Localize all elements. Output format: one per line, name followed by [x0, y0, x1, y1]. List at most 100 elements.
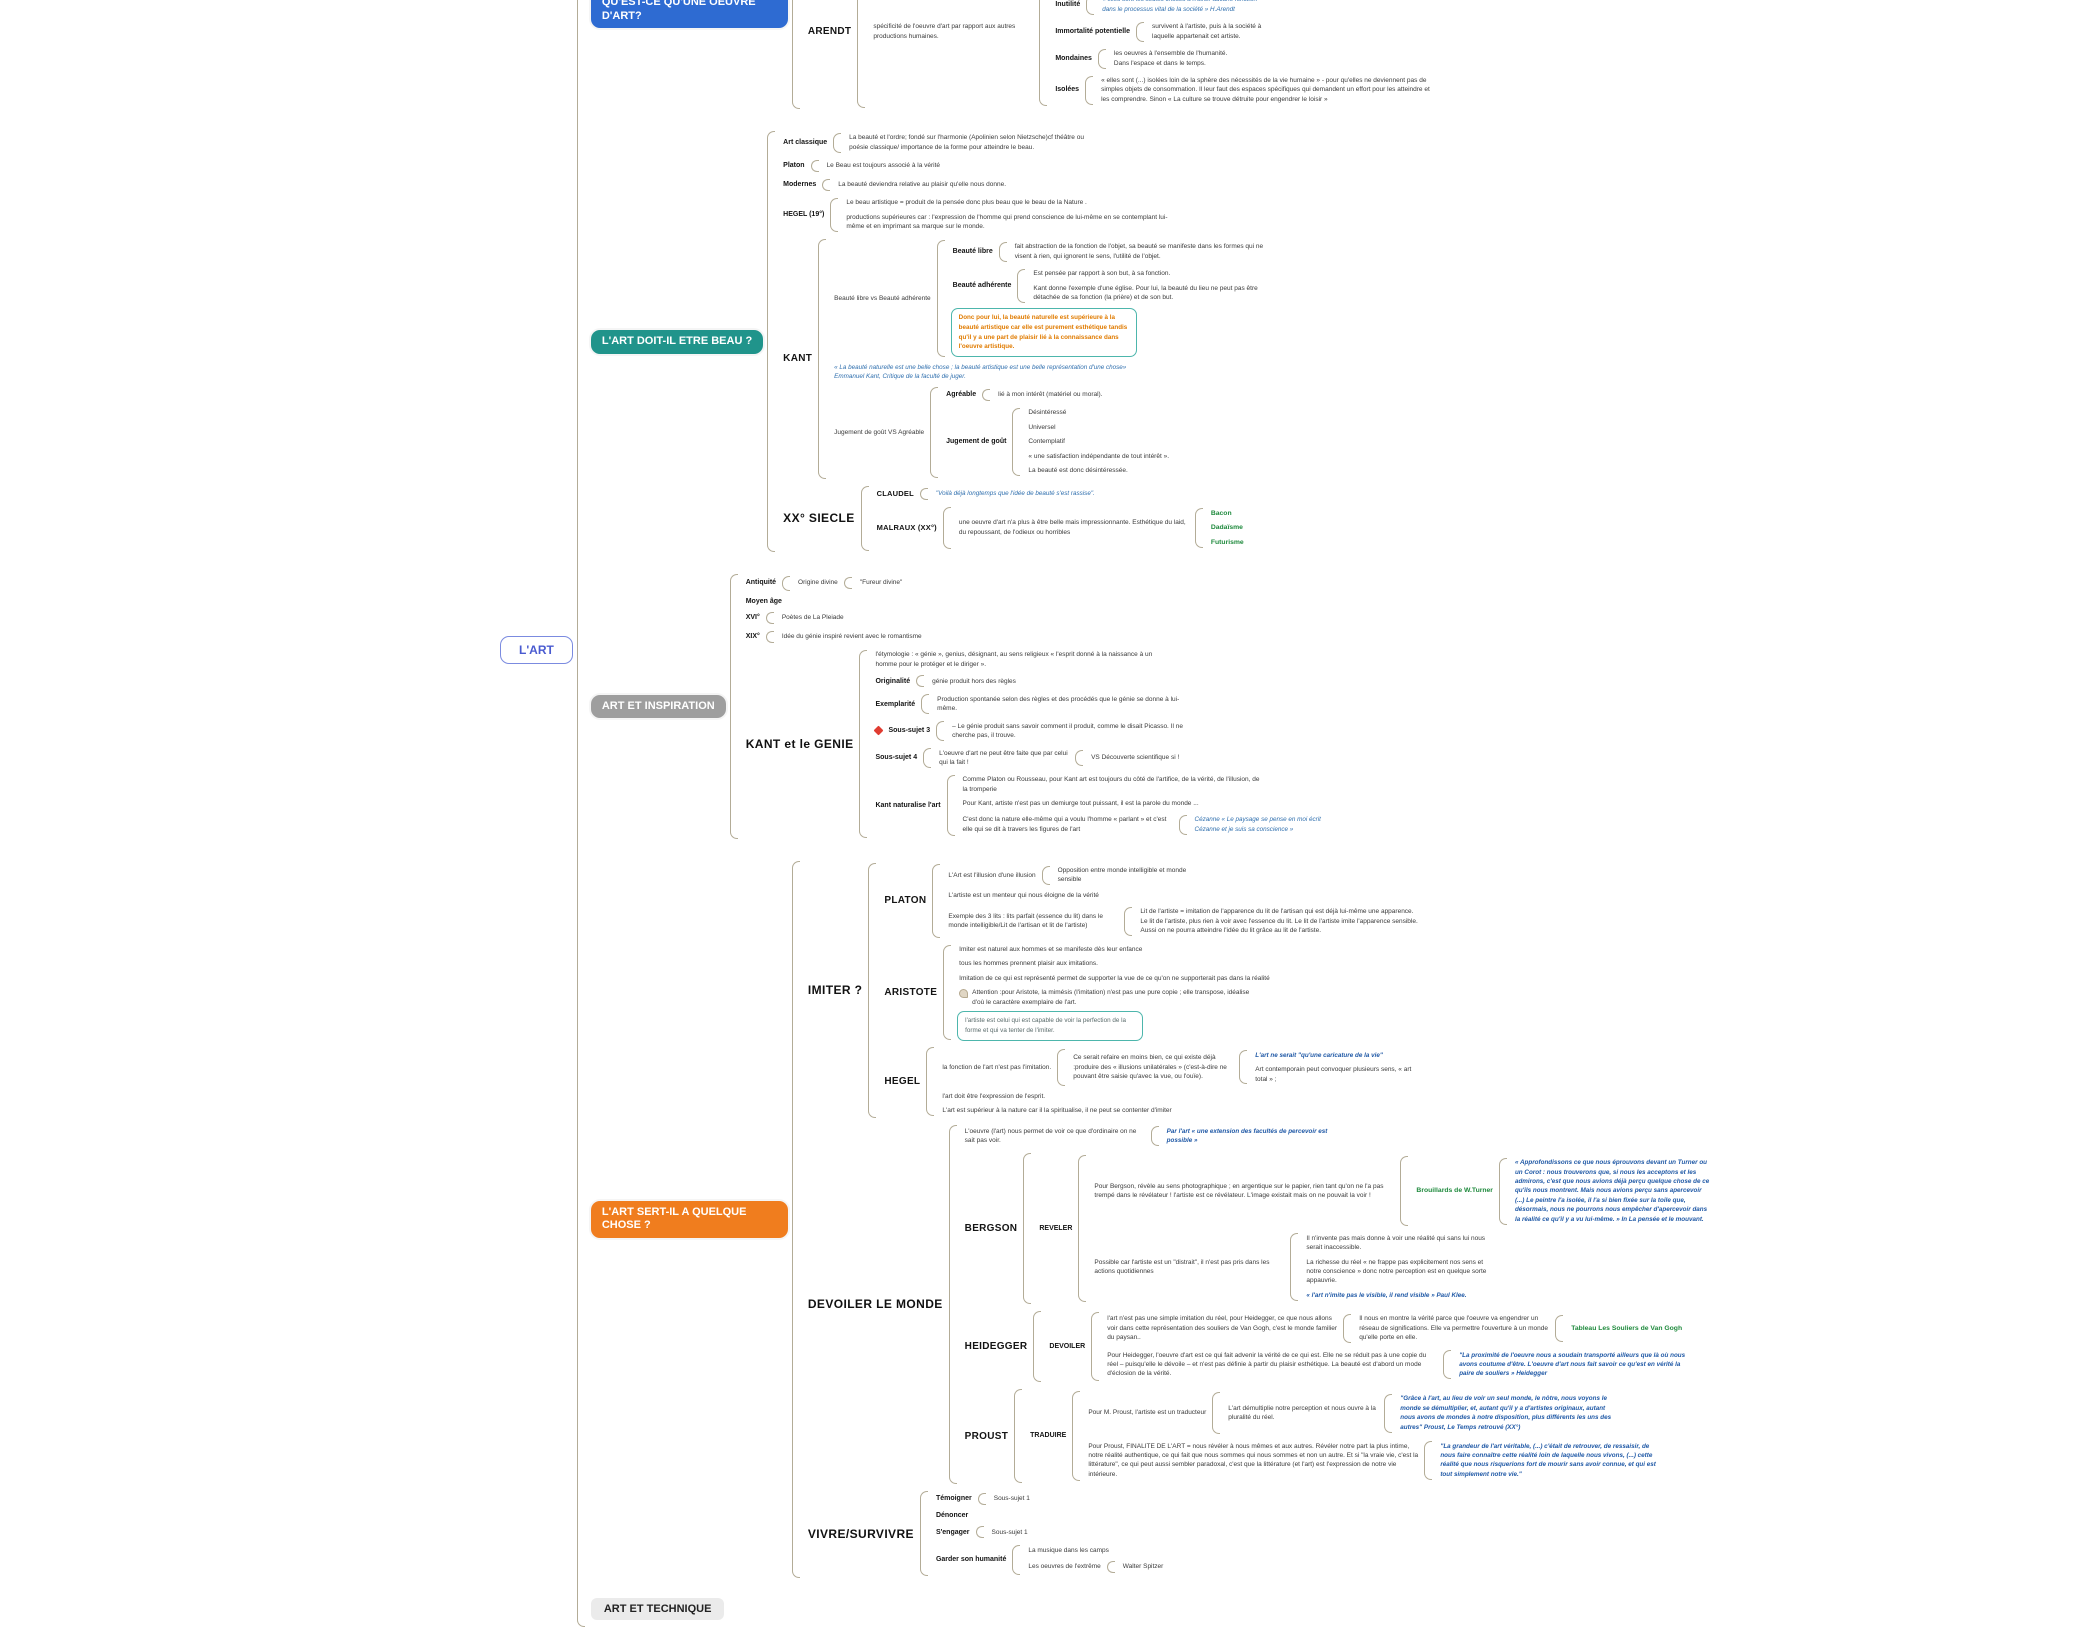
node-la-beaut-naturelle-est-une-belle-chose-l[interactable]: « La beauté naturelle est une belle chos… — [832, 362, 1156, 383]
node-une-satisfaction-ind-pendante-de-tout-in[interactable]: « une satisfaction indépendante de tout … — [1026, 451, 1171, 462]
node-l-art-est-l-illusion-d-une-illusion[interactable]: L'Art est l'illusion d'une illusion — [946, 870, 1037, 881]
node-est-pens-e-par-rapport-son-but-sa-foncti[interactable]: Est pensée par rapport à son but, à sa f… — [1031, 268, 1172, 279]
node-exemple-des-3-lits-lits-parfait-essence-[interactable]: Exemple des 3 lits : lits parfait (essen… — [946, 911, 1120, 932]
node-g-nie-produit-hors-des-r-gles[interactable]: génie produit hors des règles — [930, 676, 1018, 687]
node-imiter[interactable]: IMITER ? — [806, 982, 865, 998]
node-tableau-les-souliers-de-van-gogh[interactable]: Tableau Les Souliers de Van Gogh — [1569, 1323, 1684, 1335]
node-les-oeuvres-l-ensemble-de-l-humanit-dans[interactable]: les oeuvres à l'ensemble de l'humanité. … — [1112, 48, 1246, 69]
node-l-art-doit-tre-l-expression-de-l-esprit[interactable]: l'art doit être l'expression de l'esprit… — [940, 1091, 1047, 1102]
node-vs-d-couverte-scientifique-si[interactable]: VS Découverte scientifique si ! — [1089, 752, 1181, 763]
node-l-art-n-est-pas-une-simple-imitation-du-[interactable]: l'art n'est pas une simple imitation du … — [1105, 1313, 1339, 1343]
topic-art-et-inspiration[interactable]: ART ET INSPIRATION — [590, 694, 726, 719]
node-heidegger[interactable]: HEIDEGGER — [963, 1340, 1030, 1353]
node-antiquit[interactable]: Antiquité — [744, 577, 778, 588]
node-comme-platon-ou-rousseau-pour-kant-art-e[interactable]: Comme Platon ou Rousseau, pour Kant art … — [961, 774, 1265, 795]
node-d-noncer[interactable]: Dénoncer — [934, 1510, 970, 1521]
node-c-est-donc-la-nature-elle-m-me-qui-a-vou[interactable]: C'est donc la nature elle-même qui a vou… — [961, 814, 1175, 835]
node-art-classique[interactable]: Art classique — [781, 137, 829, 148]
topic-art-et-technique[interactable]: ART ET TECHNIQUE — [590, 1597, 725, 1620]
node-claudel[interactable]: CLAUDEL — [875, 488, 916, 499]
node-la-grandeur-de-l-art-v-ritable-c-tait-de[interactable]: "La grandeur de l'art véritable, (...) c… — [1438, 1441, 1662, 1481]
node-reveler[interactable]: REVELER — [1037, 1223, 1074, 1234]
node-la-beaut-est-donc-d-sint-ress-e[interactable]: La beauté est donc désintéressée. — [1026, 465, 1129, 476]
node-brouillards-de-w-turner[interactable]: Brouillards de W.Turner — [1414, 1185, 1495, 1197]
node-proust[interactable]: PROUST — [963, 1430, 1010, 1443]
node-la-proximit-de-l-oeuvre-nous-a-soudain-t[interactable]: "La proximité de l'oeuvre nous a soudain… — [1457, 1350, 1691, 1380]
node-malraux-xx[interactable]: MALRAUX (XX°) — [875, 522, 939, 533]
node-beaut-libre[interactable]: Beauté libre — [951, 246, 995, 257]
node-elles-sont-les-seules-choses-n-avoir-auc[interactable]: « elles sont les seules choses à n'avoir… — [1100, 0, 1259, 15]
node-vivre-survivre[interactable]: VIVRE/SURVIVRE — [806, 1526, 916, 1542]
node-le-beau-artistique-produit-de-la-pens-e-[interactable]: Le beau artistique = produit de la pensé… — [844, 197, 1089, 208]
node-immortalit-potentielle[interactable]: Immortalité potentielle — [1053, 26, 1132, 37]
node-t-moigner[interactable]: Témoigner — [934, 1493, 974, 1504]
node-pour-heidegger-l-oeuvre-d-art-est-ce-qui[interactable]: Pour Heidegger, l'oeuvre d'art est ce qu… — [1105, 1350, 1439, 1380]
node-contemplatif[interactable]: Contemplatif — [1026, 436, 1067, 447]
node-arendt[interactable]: ARENDT — [806, 25, 853, 38]
node-pour-proust-finalite-de-l-art-nous-r-v-l[interactable]: Pour Proust, FINALITE DE L'ART = nous ré… — [1086, 1441, 1420, 1481]
node-sous-sujet-3[interactable]: Sous-sujet 3 — [873, 725, 932, 736]
node-la-fonction-de-l-art-n-est-pas-l-imitati[interactable]: la fonction de l'art n'est pas l'imitati… — [940, 1062, 1053, 1073]
node-d-sint-ress[interactable]: Désintéressé — [1026, 407, 1068, 418]
node-l-oeuvre-l-art-nous-permet-de-voir-ce-qu[interactable]: L'oeuvre (l'art) nous permet de voir ce … — [963, 1126, 1147, 1147]
node-kant[interactable]: KANT — [781, 352, 814, 365]
node-kant-et-le-genie[interactable]: KANT et le GENIE — [744, 736, 856, 752]
node-modernes[interactable]: Modernes — [781, 179, 818, 190]
node-survivent-l-artiste-puis-la-soci-t-laque[interactable]: survivent à l'artiste, puis à la société… — [1150, 21, 1284, 42]
node-l-oeuvre-d-art-ne-peut-tre-faite-que-par[interactable]: L'oeuvre d'art ne peut être faite que pa… — [937, 748, 1071, 769]
node-la-richesse-du-r-el-ne-frappe-pas-explic[interactable]: La richesse du réel « ne frappe pas expl… — [1304, 1257, 1498, 1287]
node-opposition-entre-monde-intelligible-et-m[interactable]: Opposition entre monde intelligible et m… — [1056, 865, 1210, 886]
node-l-art-n-imite-pas-le-visible-il-rend-vis[interactable]: « l'art n'imite pas le visible, il rend … — [1304, 1290, 1468, 1301]
node-hegel[interactable]: HEGEL — [882, 1075, 922, 1088]
node-li-mon-int-r-t-mat-riel-ou-moral[interactable]: lié à mon intérêt (matériel ou moral). — [996, 389, 1104, 400]
node-sous-sujet-1[interactable]: Sous-sujet 1 — [990, 1527, 1030, 1538]
node-la-beaut-et-l-ordre-fond-sur-l-harmonie-[interactable]: La beauté et l'ordre; fondé sur l'harmon… — [847, 132, 1101, 153]
node-par-l-art-une-extension-des-facult-s-de-[interactable]: Par l'art « une extension des facultés d… — [1165, 1126, 1349, 1147]
node-tous-les-hommes-prennent-plaisir-aux-imi[interactable]: tous les hommes prennent plaisir aux imi… — [957, 958, 1100, 969]
node-c-zanne-le-paysage-se-pense-en-moi-crit-[interactable]: Cézanne « Le paysage se pense en moi écr… — [1193, 814, 1347, 835]
node-traduire[interactable]: TRADUIRE — [1028, 1430, 1068, 1441]
node-gr-ce-l-art-au-lieu-de-voir-un-seul-mond[interactable]: "Grâce à l'art, au lieu de voir un seul … — [1398, 1393, 1622, 1433]
node-hegel-19[interactable]: HEGEL (19°) — [781, 209, 826, 220]
node-art-contemporain-peut-convoquer-plusieur[interactable]: Art contemporain peut convoquer plusieur… — [1253, 1064, 1417, 1085]
node-imitation-de-ce-qui-est-repr-sent-permet[interactable]: Imitation de ce qui est représenté perme… — [957, 973, 1272, 984]
node-garder-son-humanit[interactable]: Garder son humanité — [934, 1554, 1008, 1565]
node-exemplarit[interactable]: Exemplarité — [873, 699, 917, 710]
note-artiste-perfection[interactable]: l'artiste est celui qui est capable de v… — [957, 1011, 1144, 1041]
node-fait-abstraction-de-la-fonction-de-l-obj[interactable]: fait abstraction de la fonction de l'obj… — [1013, 241, 1267, 262]
node-futurisme[interactable]: Futurisme — [1209, 537, 1246, 549]
topic-doit-il-etre-beau[interactable]: L'ART DOIT-IL ETRE BEAU ? — [590, 329, 764, 354]
node-devoiler[interactable]: DEVOILER — [1047, 1341, 1087, 1352]
node-la-beaut-deviendra-relative-au-plaisir-q[interactable]: La beauté deviendra relative au plaisir … — [836, 179, 1008, 190]
node-la-musique-dans-les-camps[interactable]: La musique dans les camps — [1026, 1545, 1111, 1556]
node-possible-car-l-artiste-est-un-distrait-i[interactable]: Possible car l'artiste est un "distrait"… — [1092, 1257, 1286, 1278]
node-jugement-de-go-t-vs-agr-able[interactable]: Jugement de goût VS Agréable — [832, 427, 926, 438]
node-elles-sont-isol-es-loin-de-la-sph-re-des[interactable]: « elles sont (...) isolées loin de la sp… — [1099, 75, 1433, 105]
node-beaut-libre-vs-beaut-adh-rente[interactable]: Beauté libre vs Beauté adhérente — [832, 293, 932, 304]
node-isol-es[interactable]: Isolées — [1053, 84, 1081, 95]
node-l-art-ne-serait-qu-une-caricature-de-la-[interactable]: L'art ne serait "qu'une caricature de la… — [1253, 1050, 1385, 1061]
root-node-l-art[interactable]: L'ART — [500, 635, 573, 664]
node-dada-sme[interactable]: Dadaïsme — [1209, 522, 1245, 534]
node-moyen-ge[interactable]: Moyen âge — [744, 596, 784, 607]
node-xvi[interactable]: XVI° — [744, 612, 762, 623]
node-mondaines[interactable]: Mondaines — [1053, 53, 1094, 64]
node-xix[interactable]: XIX° — [744, 631, 762, 642]
node-kant-naturalise-l-art[interactable]: Kant naturalise l'art — [873, 800, 942, 811]
node-le-g-nie-produit-sans-savoir-comment-il-[interactable]: – Le génie produit sans savoir comment i… — [950, 721, 1204, 742]
node-imiter-est-naturel-aux-hommes-et-se-mani[interactable]: Imiter est naturel aux hommes et se mani… — [957, 944, 1144, 955]
node-lit-de-l-artiste-imitation-de-l-apparenc[interactable]: Lit de l'artiste = imitation de l'appare… — [1138, 906, 1422, 936]
node-production-spontan-e-selon-des-r-gles-et[interactable]: Production spontanée selon des règles et… — [935, 694, 1189, 715]
node-l-art-est-sup-rieur-la-nature-car-il-la-[interactable]: L'art est supérieur à la nature car il l… — [940, 1105, 1173, 1116]
node-voil-d-j-longtemps-que-l-id-e-de-beaut-s[interactable]: "Voilà déjà longtemps que l'idée de beau… — [934, 488, 1097, 499]
node-bacon[interactable]: Bacon — [1209, 508, 1234, 520]
node-id-e-du-g-nie-inspir-revient-avec-le-rom[interactable]: Idée du génie inspiré revient avec le ro… — [780, 631, 924, 642]
node-s-engager[interactable]: S'engager — [934, 1527, 972, 1538]
node-il-nous-en-montre-la-v-rit-parce-que-l-o[interactable]: Il nous en montre la vérité parce que l'… — [1357, 1313, 1551, 1343]
node-beaut-adh-rente[interactable]: Beauté adhérente — [951, 280, 1014, 291]
node-fureur-divine[interactable]: "Fureur divine" — [858, 577, 905, 588]
node-walter-spitzer[interactable]: Walter Spitzer — [1121, 1561, 1166, 1572]
node-sous-sujet-1[interactable]: Sous-sujet 1 — [992, 1493, 1032, 1504]
node-l-artiste-est-un-menteur-qui-nous-loigne[interactable]: L'artiste est un menteur qui nous éloign… — [946, 890, 1100, 901]
node-approfondissons-ce-que-nous-prouvons-dev[interactable]: « Approfondissons ce que nous éprouvons … — [1513, 1157, 1712, 1225]
